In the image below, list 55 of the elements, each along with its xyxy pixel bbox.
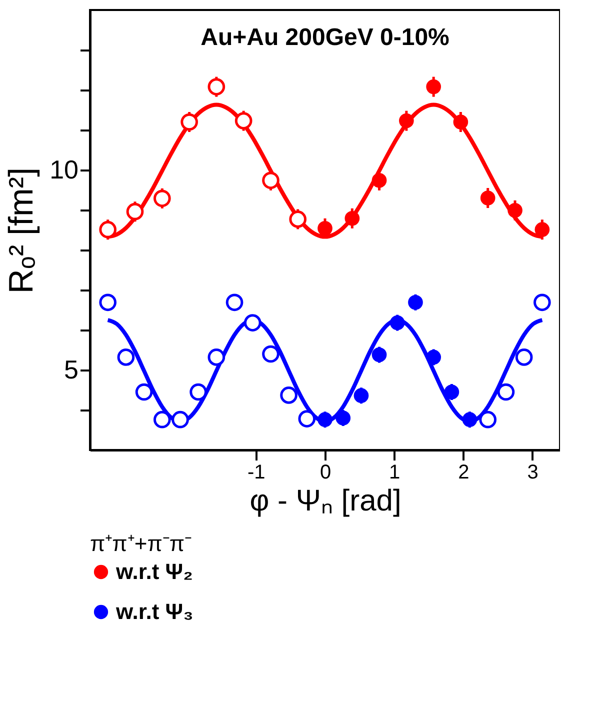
y-axis-title: Rₒ² [fm²]	[2, 167, 41, 294]
point	[354, 388, 369, 403]
point	[318, 221, 332, 236]
point	[208, 78, 226, 96]
legend-label: w.r.t Ψ₂	[115, 559, 193, 584]
x-tick-label: 2	[458, 462, 470, 484]
point	[289, 210, 307, 228]
point	[534, 294, 551, 312]
x-tick-label: 1	[389, 462, 400, 484]
point	[117, 348, 135, 366]
point	[126, 202, 144, 220]
point	[480, 190, 496, 206]
point	[497, 383, 515, 401]
point	[262, 345, 280, 363]
point	[99, 294, 116, 312]
point	[399, 113, 414, 128]
point	[262, 172, 280, 190]
point	[462, 412, 478, 427]
y-tick-label: 10	[50, 154, 78, 184]
point	[280, 386, 298, 404]
point	[408, 295, 423, 310]
x-tick-label: 0	[320, 462, 332, 484]
point	[336, 410, 351, 426]
point	[426, 79, 441, 94]
point	[372, 173, 387, 188]
point	[226, 294, 244, 312]
point	[444, 384, 460, 400]
text: Au+Au 200GeV 0-10%	[200, 24, 450, 51]
x-tick-label: -1	[247, 462, 266, 484]
point	[426, 350, 441, 365]
legend-title: π⁺π⁺+π⁻π⁻	[90, 531, 192, 556]
point	[508, 203, 522, 218]
point	[453, 114, 468, 130]
point	[234, 112, 252, 130]
point	[372, 347, 387, 362]
point	[153, 410, 171, 428]
x-axis-title: φ - Ψₙ [rad]	[250, 484, 402, 518]
point	[190, 383, 207, 401]
point	[244, 314, 262, 332]
x-tick-label: 3	[527, 462, 538, 484]
legend-label: w.r.t Ψ₃	[115, 599, 194, 624]
point	[135, 383, 153, 401]
y-tick-label: 5	[64, 354, 78, 384]
point	[208, 348, 226, 366]
point	[479, 410, 497, 428]
point	[180, 113, 198, 131]
point	[515, 348, 533, 366]
point	[344, 211, 360, 226]
point	[534, 222, 550, 237]
point	[318, 412, 332, 427]
point	[99, 220, 116, 238]
point	[298, 410, 316, 428]
point	[153, 190, 171, 208]
point	[390, 315, 405, 330]
point	[172, 410, 189, 428]
